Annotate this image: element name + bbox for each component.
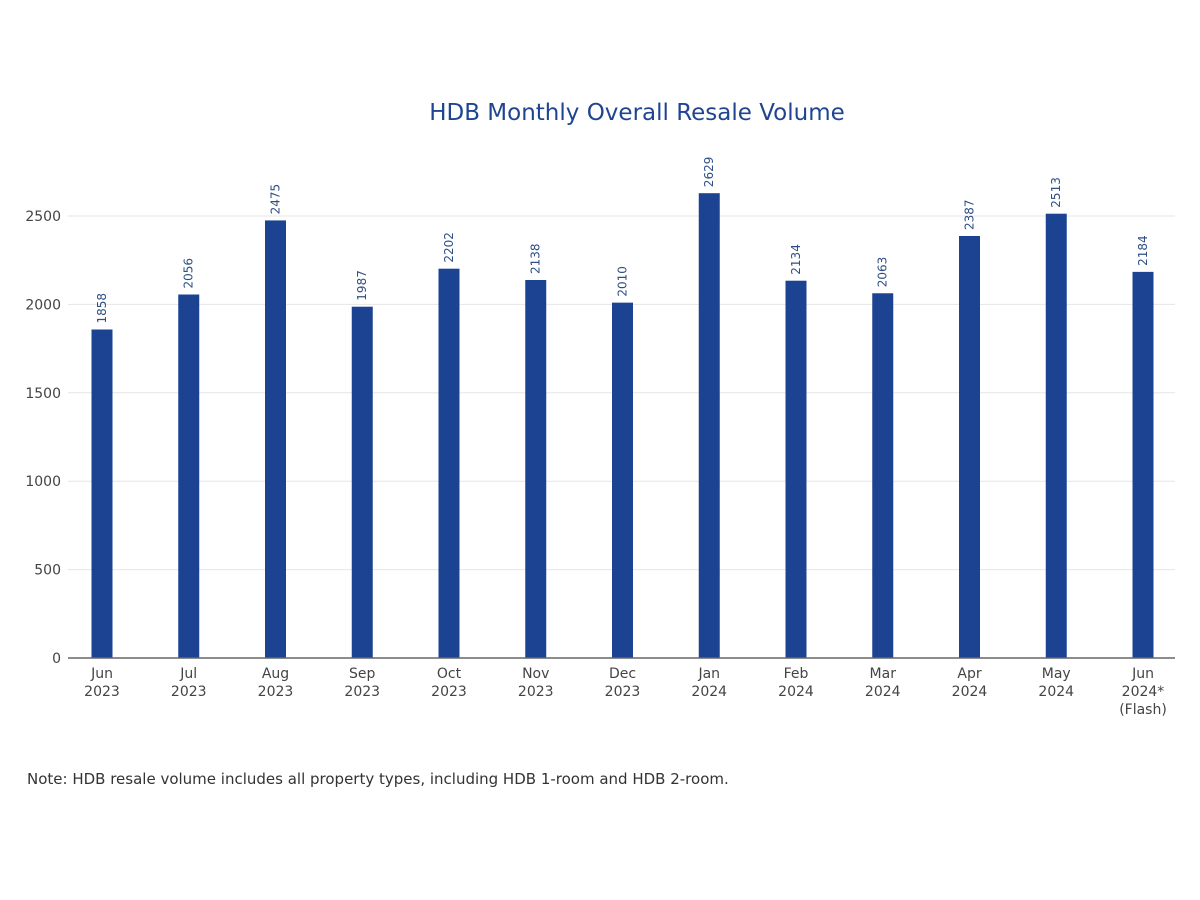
data-label: 2138	[529, 243, 543, 274]
x-tick-label-line: 2023	[171, 684, 207, 700]
x-tick-label: Dec 2023	[605, 666, 641, 700]
x-tick-label-line: 2023	[258, 684, 294, 700]
x-tick-label-line: (Flash)	[1119, 702, 1167, 718]
x-tick-label: Feb 2024	[778, 666, 814, 700]
data-label: 1987	[355, 270, 369, 301]
y-tick-label: 500	[34, 563, 61, 579]
bar	[351, 306, 373, 658]
x-tick-label-line: 2023	[605, 684, 641, 700]
data-label: 2134	[789, 244, 803, 275]
bar	[872, 293, 894, 658]
x-tick-label-line: 2023	[344, 684, 380, 700]
x-axis-ticks: Jun 2023 Jul 2023 Aug 2023 Sep 2023 Oct 2023 Nov 20…	[84, 666, 1167, 718]
x-tick-label: Sep 2023	[344, 666, 380, 700]
x-tick-label: Jan 2024	[691, 666, 727, 700]
data-label: 2063	[876, 257, 890, 288]
bar	[612, 302, 633, 658]
y-tick-label: 2500	[25, 209, 61, 225]
x-tick-label-line: 2024	[952, 684, 988, 700]
chart-title: HDB Monthly Overall Resale Volume	[429, 100, 845, 126]
chart-area: 0 500 1000 1500 2000 2500 1858 2056 2475 1987 220…	[25, 157, 1175, 718]
x-tick-label-line: 2023	[518, 684, 554, 700]
chart-note: Note: HDB resale volume includes all pro…	[27, 770, 729, 788]
x-tick-label-line: 2023	[431, 684, 467, 700]
x-tick-label-line: Nov	[522, 666, 549, 682]
x-tick-label-line: 2024	[1038, 684, 1074, 700]
x-tick-label: Oct 2023	[431, 666, 467, 700]
bar	[178, 294, 200, 658]
bar	[959, 235, 980, 658]
x-tick-label-line: Sep	[349, 666, 376, 682]
data-label: 2010	[616, 266, 630, 297]
bar	[265, 220, 286, 659]
bar	[525, 280, 547, 658]
x-tick-label-line: 2023	[84, 684, 120, 700]
x-tick-label: Jun 2024* (Flash)	[1119, 666, 1167, 718]
y-tick-label: 2000	[25, 297, 61, 313]
data-label: 2202	[442, 232, 456, 263]
x-tick-label-line: Aug	[262, 666, 289, 682]
x-tick-label-line: Apr	[957, 666, 981, 682]
y-tick-label: 1000	[25, 474, 61, 490]
x-tick-label-line: 2024*	[1122, 684, 1165, 700]
y-tick-label: 1500	[25, 386, 61, 402]
x-tick-label: Apr 2024	[952, 666, 988, 700]
x-tick-label-line: Mar	[870, 666, 897, 682]
x-tick-label-line: 2024	[778, 684, 814, 700]
data-label: 1858	[95, 293, 109, 324]
bar	[1132, 271, 1154, 658]
x-tick-label: Nov 2023	[518, 666, 554, 700]
x-tick-label: Aug 2023	[258, 666, 294, 700]
y-axis-ticks: 0 500 1000 1500 2000 2500	[25, 209, 61, 667]
bar	[438, 268, 460, 658]
data-label: 2629	[702, 157, 716, 188]
x-tick-label-line: Jan	[697, 666, 720, 682]
data-label: 2387	[963, 199, 977, 230]
data-label: 2513	[1049, 177, 1063, 208]
bar	[785, 280, 807, 658]
x-tick-label-line: 2024	[865, 684, 901, 700]
x-tick-label-line: Jun	[90, 666, 113, 682]
x-tick-label: May 2024	[1038, 666, 1074, 700]
x-tick-label-line: Jun	[1131, 666, 1154, 682]
data-labels: 1858 2056 2475 1987 2202 2138 2010 2629 2134 2063…	[95, 157, 1150, 324]
x-tick-label: Jun 2023	[84, 666, 120, 700]
data-label: 2056	[182, 258, 196, 289]
y-tick-label: 0	[52, 651, 61, 667]
bar	[1045, 213, 1067, 658]
bar	[91, 329, 113, 658]
data-label: 2475	[269, 184, 283, 215]
bar	[698, 193, 720, 658]
x-tick-label-line: Oct	[437, 666, 462, 682]
x-tick-label-line: Dec	[609, 666, 636, 682]
x-tick-label-line: May	[1042, 666, 1071, 682]
x-tick-label-line: 2024	[691, 684, 727, 700]
x-tick-label-line: Feb	[784, 666, 809, 682]
x-tick-label-line: Jul	[179, 666, 197, 682]
bars	[91, 193, 1154, 659]
data-label: 2184	[1136, 235, 1150, 266]
x-tick-label: Jul 2023	[171, 666, 207, 700]
x-tick-label: Mar 2024	[865, 666, 901, 700]
